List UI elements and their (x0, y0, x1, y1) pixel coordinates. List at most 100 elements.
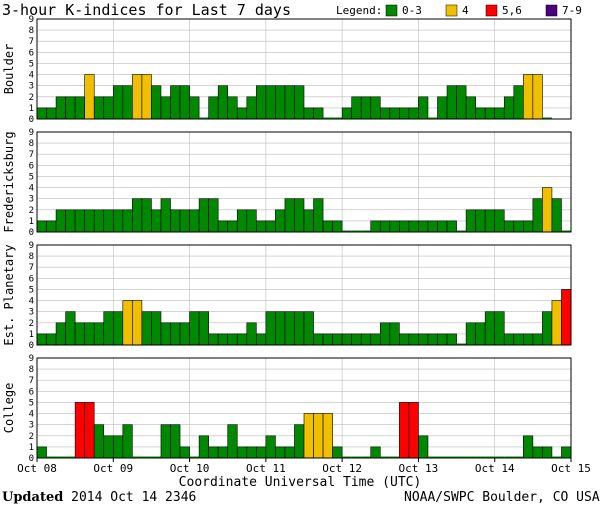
bar (236, 107, 248, 120)
bar (160, 424, 171, 459)
bar (399, 107, 410, 120)
bar (361, 456, 371, 458)
x-tick-label: Oct 15 (551, 462, 591, 475)
bar (513, 456, 524, 458)
bar (370, 333, 381, 346)
bar (198, 198, 209, 233)
bar (408, 333, 419, 346)
bar (65, 311, 76, 346)
bar (84, 74, 95, 120)
y-tick-label: 6 (29, 161, 34, 171)
bar (523, 74, 534, 120)
bar (313, 198, 324, 233)
bar (484, 107, 496, 120)
bar (265, 85, 276, 120)
bar (294, 311, 305, 346)
bar (504, 456, 514, 458)
bar (208, 198, 219, 233)
bar (141, 74, 152, 120)
bar (523, 435, 534, 459)
x-axis-label: Coordinate Universal Time (UTC) (179, 475, 422, 490)
bar (265, 435, 276, 459)
bar (179, 85, 190, 120)
bar (256, 333, 267, 346)
y-tick-label: 0 (29, 454, 34, 464)
y-tick-label: 5 (29, 398, 34, 408)
bar (323, 117, 333, 119)
bar (208, 446, 219, 459)
bar (74, 209, 85, 233)
bar (303, 209, 314, 233)
bar (418, 96, 429, 120)
legend-item-label: 5,6 (502, 4, 522, 17)
y-tick-label: 4 (29, 184, 34, 194)
y-tick-label: 9 (29, 128, 34, 138)
bar (389, 220, 400, 233)
bar (151, 209, 162, 233)
bar (437, 333, 448, 346)
bar (532, 333, 543, 346)
x-tick-label: Oct 14 (475, 462, 515, 475)
bar (561, 230, 571, 232)
bar (418, 220, 429, 233)
bar (313, 107, 324, 120)
bar (408, 220, 419, 233)
y-tick-label: 5 (29, 59, 34, 69)
bar (360, 333, 372, 346)
bar (485, 456, 495, 458)
bar (351, 96, 362, 120)
bar (313, 413, 324, 459)
bar (132, 74, 143, 120)
station-label: Boulder (2, 44, 16, 95)
bar (65, 209, 76, 233)
bar (342, 230, 352, 232)
y-tick-label: 4 (29, 297, 34, 307)
bar (208, 96, 219, 120)
bar (122, 300, 133, 346)
bar (351, 230, 362, 232)
bar (151, 311, 162, 346)
bar (151, 85, 162, 120)
credit-text: NOAA/SWPC Boulder, CO USA (404, 490, 600, 505)
bar (208, 333, 219, 346)
bar (437, 220, 448, 233)
bar (322, 220, 333, 233)
bar (389, 322, 400, 346)
bar (284, 198, 295, 233)
bar (141, 456, 152, 458)
bar (217, 333, 229, 346)
bar (437, 456, 448, 458)
bar (475, 456, 486, 458)
bar (351, 333, 362, 346)
bar (170, 322, 181, 346)
y-tick-label: 2 (29, 432, 34, 442)
bar (427, 220, 438, 233)
y-tick-label: 6 (29, 274, 34, 284)
bar (112, 435, 124, 459)
station-label: College (2, 383, 16, 434)
updated-value: 2014 Oct 14 2346 (71, 490, 197, 505)
bar (132, 456, 142, 458)
bar (46, 107, 57, 120)
y-tick-label: 5 (29, 172, 34, 182)
bar (523, 333, 534, 346)
panel-frame (36, 131, 572, 233)
bar (370, 96, 381, 120)
bar (122, 209, 133, 233)
bar (160, 198, 171, 233)
bar (484, 209, 496, 233)
bar (446, 333, 457, 346)
y-tick-label: 2 (29, 319, 34, 329)
panel-frame (36, 357, 572, 459)
bar (513, 85, 524, 120)
bar (236, 209, 248, 233)
bar (198, 435, 209, 459)
bar (361, 230, 371, 232)
bar (532, 446, 543, 459)
bar (523, 220, 534, 233)
bar (294, 85, 305, 120)
chart-panels: 0123456789Boulder0123456789Fredericksbur… (2, 15, 572, 464)
bar (151, 456, 161, 458)
